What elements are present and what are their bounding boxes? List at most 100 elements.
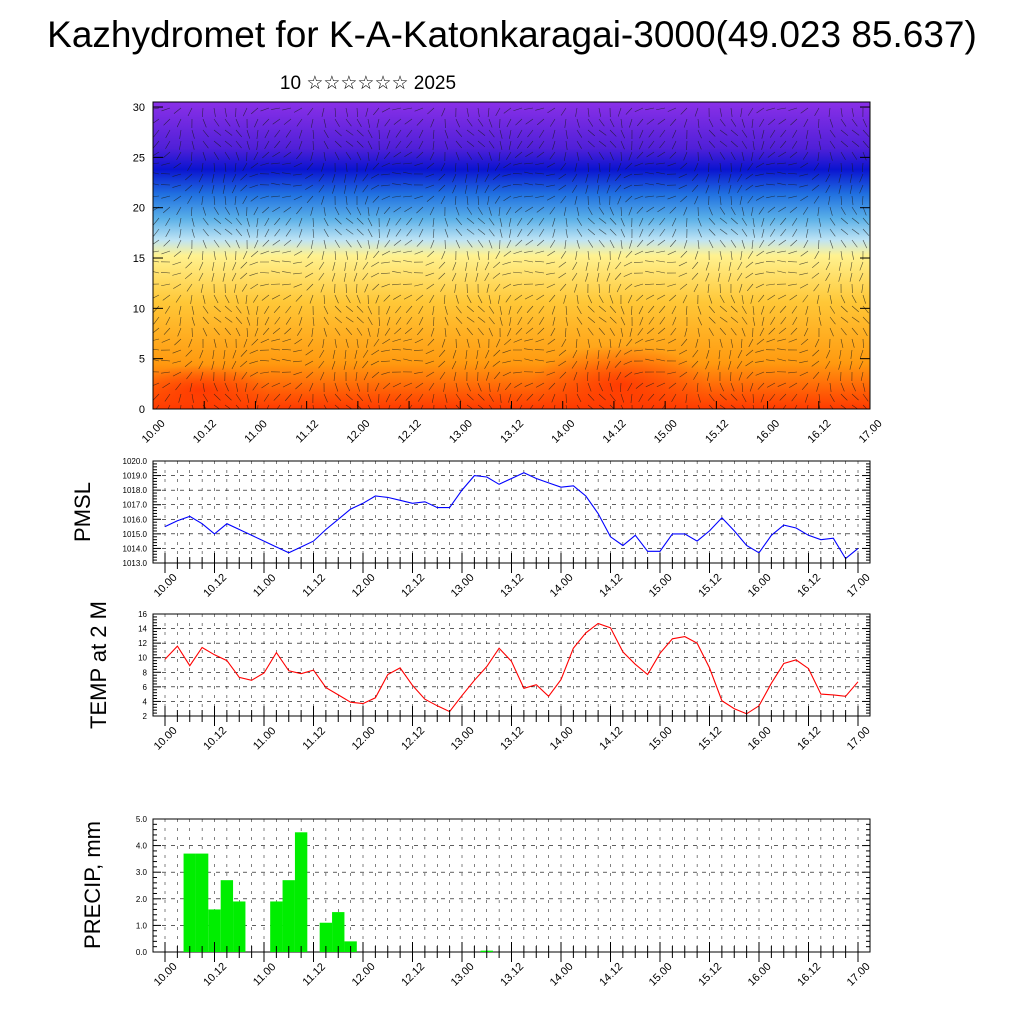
- wind-barb: [861, 162, 864, 172]
- wind-barb: [840, 393, 848, 401]
- wind-barb: [466, 151, 473, 160]
- temp-y-axis-label: TEMP at 2 M: [86, 601, 111, 729]
- wind-barb: [323, 129, 329, 138]
- wind-barb: [356, 316, 364, 324]
- wind-barb: [488, 129, 495, 138]
- wind-barb: [493, 261, 501, 269]
- wind-barb: [176, 239, 182, 249]
- wind-barb: [549, 206, 556, 215]
- wind-barb: [153, 129, 160, 138]
- wind-barb: [780, 129, 787, 138]
- wind-barb: [191, 305, 195, 315]
- wind-barb: [740, 250, 743, 260]
- wind-barb: [249, 349, 259, 354]
- precip-x-tick-label: 14.00: [548, 961, 576, 989]
- wind-barb: [274, 228, 281, 237]
- wind-barb: [527, 228, 534, 237]
- wind-barb: [477, 393, 485, 401]
- wind-barb: [851, 305, 860, 313]
- heatmap-x-tick-label: 10.00: [140, 418, 168, 446]
- wind-barb: [802, 206, 809, 215]
- wind-barb: [708, 393, 715, 402]
- wind-barb: [655, 283, 666, 285]
- wind-barb: [565, 140, 568, 150]
- wind-barb: [320, 283, 325, 293]
- wind-barb: [755, 371, 765, 376]
- wind-barb: [172, 360, 182, 364]
- wind-barb: [345, 316, 354, 323]
- wind-barb: [334, 327, 341, 336]
- wind-barb: [260, 338, 270, 343]
- wind-barb: [708, 327, 714, 336]
- wind-barb: [307, 250, 314, 259]
- wind-barb: [465, 349, 468, 359]
- wind-barb: [356, 228, 364, 236]
- wind-barb: [761, 316, 765, 326]
- wind-barb: [814, 338, 820, 348]
- wind-barb: [634, 261, 644, 264]
- wind-barb: [730, 327, 737, 336]
- wind-barb: [513, 107, 523, 112]
- wind-barb: [404, 118, 413, 125]
- wind-barb: [487, 250, 490, 260]
- wind-barb: [406, 140, 413, 149]
- wind-barb: [466, 140, 475, 147]
- wind-barb: [553, 404, 556, 409]
- temp-x-tick-label: 14.00: [548, 725, 576, 753]
- wind-barb: [697, 393, 701, 403]
- wind-barb: [452, 184, 457, 194]
- wind-barb: [806, 404, 809, 409]
- wind-barb: [439, 371, 446, 380]
- wind-barb: [558, 261, 567, 268]
- wind-barb: [502, 371, 512, 377]
- wind-barb: [371, 371, 380, 378]
- pmsl-x-tick-label: 11.00: [251, 572, 278, 599]
- wind-barb: [235, 327, 241, 337]
- wind-barb: [587, 217, 595, 225]
- wind-barb: [199, 349, 204, 359]
- wind-barb: [535, 382, 545, 388]
- wind-barb: [514, 206, 523, 213]
- wind-barb: [598, 404, 606, 409]
- wind-barb: [799, 349, 809, 354]
- wind-barb: [730, 162, 732, 173]
- wind-barb: [403, 358, 413, 362]
- wind-barb: [418, 140, 424, 150]
- wind-barb: [862, 327, 868, 337]
- wind-barb: [406, 129, 413, 138]
- wind-barb: [282, 338, 292, 343]
- wind-barb: [829, 239, 834, 249]
- wind-barb: [165, 228, 171, 238]
- wind-barb: [184, 272, 193, 280]
- wind-barb: [362, 272, 369, 281]
- wind-barb: [455, 327, 461, 337]
- wind-barb: [392, 195, 402, 198]
- wind-barb: [429, 151, 435, 161]
- wind-barb: [367, 239, 371, 249]
- wind-barb: [741, 206, 745, 216]
- wind-barb: [708, 206, 713, 216]
- wind-barb: [356, 283, 358, 294]
- wind-barb: [705, 261, 710, 271]
- wind-barb: [382, 338, 391, 345]
- wind-barb: [636, 151, 644, 159]
- wind-barb: [178, 305, 182, 315]
- wind-barb: [161, 250, 171, 255]
- wind-barb: [345, 228, 354, 235]
- wind-barb: [498, 206, 501, 216]
- heatmap-x-tick-label: 16.00: [754, 418, 782, 446]
- wind-barb: [685, 393, 688, 403]
- wind-barb: [524, 358, 534, 362]
- wind-barb: [515, 327, 523, 335]
- wind-barb: [464, 173, 468, 183]
- wind-barb: [331, 360, 336, 370]
- wind-barb: [719, 107, 722, 117]
- wind-barb: [674, 404, 677, 409]
- wind-barb: [295, 382, 303, 390]
- wind-barb: [538, 129, 545, 138]
- wind-barb: [466, 118, 473, 127]
- wind-barb: [366, 338, 369, 348]
- wind-barb: [839, 349, 842, 359]
- wind-barb: [198, 184, 204, 194]
